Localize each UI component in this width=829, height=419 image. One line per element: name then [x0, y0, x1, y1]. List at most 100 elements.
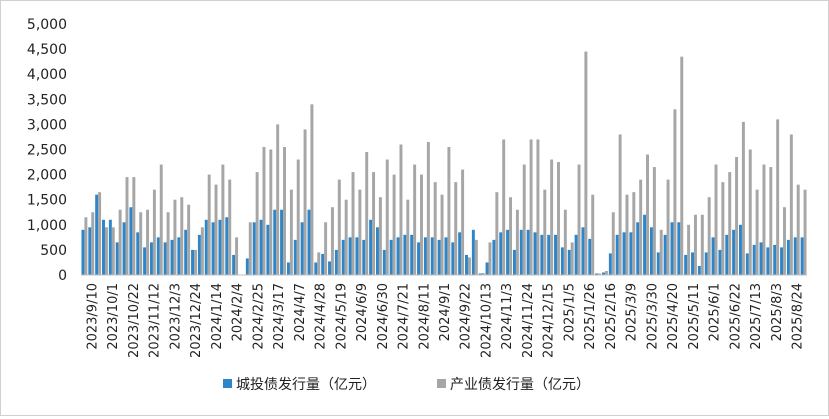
- bar-chanye: [324, 222, 328, 275]
- y-tick-label: 3,500: [27, 92, 67, 108]
- bar-chengtou: [341, 239, 345, 275]
- bar-chengtou: [293, 239, 297, 275]
- bar-chengtou: [458, 232, 462, 275]
- y-tick-label: 1,500: [27, 193, 67, 209]
- x-tick-label: 2025/6/22: [728, 283, 743, 350]
- x-tick-label: 2024/7/21: [397, 283, 412, 350]
- bar-chanye: [111, 227, 115, 275]
- bar-chanye: [604, 270, 608, 275]
- bar-chanye: [194, 249, 197, 275]
- bar-chengtou: [280, 209, 284, 275]
- x-tick-label: 2025/6/1: [708, 283, 723, 341]
- bar-chengtou: [197, 234, 201, 275]
- bar-chanye: [228, 179, 232, 275]
- bar-chengtou: [355, 237, 359, 275]
- bar-chengtou: [417, 242, 421, 275]
- bar-chanye: [91, 212, 95, 275]
- x-tick-label: 2025/5/11: [687, 283, 702, 350]
- bar-chanye: [693, 214, 697, 275]
- bar-chengtou: [554, 234, 558, 275]
- bar-chengtou: [122, 222, 126, 275]
- bar-chanye: [584, 51, 588, 275]
- bar-chanye: [721, 182, 725, 275]
- bar-chanye: [104, 227, 108, 275]
- bar-chanye: [317, 252, 321, 275]
- bar-chanye: [509, 197, 513, 275]
- bar-chanye: [248, 222, 252, 275]
- bar-chanye: [262, 146, 266, 275]
- bars: [81, 51, 807, 276]
- bar-chanye: [207, 174, 211, 275]
- bar-chengtou: [410, 234, 414, 275]
- x-tick-label: 2023/10/22: [127, 283, 142, 358]
- bar-chengtou: [711, 237, 715, 275]
- bar-chanye: [214, 184, 218, 275]
- bar-chanye: [687, 224, 691, 275]
- bar-chanye: [235, 237, 239, 275]
- bar-chengtou: [143, 247, 147, 275]
- bar-chengtou: [677, 222, 681, 275]
- x-axis-labels: 2023/9/10 2023/10/1 2023/10/22 2023/11/12 20…: [85, 283, 805, 358]
- bar-chanye: [666, 179, 670, 275]
- x-tick-label: 2024/6/9: [355, 283, 370, 341]
- bar-chengtou: [321, 253, 325, 275]
- bar-chanye: [803, 189, 807, 275]
- bar-chanye: [420, 174, 423, 275]
- bar-chengtou: [88, 227, 92, 275]
- bar-chengtou: [588, 238, 592, 275]
- bar-chanye: [146, 209, 150, 275]
- x-tick-label: 2024/11/24: [521, 283, 536, 358]
- bar-chanye: [755, 189, 759, 275]
- bar-chengtou: [595, 273, 599, 275]
- bar-chengtou: [348, 237, 352, 275]
- bar-chengtou: [95, 194, 99, 275]
- x-tick-label: 2024/4/28: [314, 283, 329, 350]
- bar-chengtou: [369, 219, 373, 275]
- y-tick-label: 4,000: [27, 67, 67, 83]
- bar-chengtou: [800, 237, 804, 275]
- bar-chanye: [98, 192, 102, 275]
- bar-chanye: [515, 209, 519, 275]
- bar-chengtou: [184, 229, 188, 275]
- bar-chengtou: [259, 219, 263, 275]
- bar-chengtou: [602, 272, 605, 275]
- bar-chanye: [406, 199, 410, 275]
- bar-chanye: [166, 212, 170, 275]
- bar-chengtou: [471, 229, 475, 275]
- y-tick-label: 2,000: [27, 168, 67, 184]
- y-tick-label: 4,500: [27, 42, 67, 58]
- bar-chanye: [714, 164, 718, 275]
- bar-chengtou: [362, 239, 366, 275]
- bar-chanye: [180, 197, 184, 275]
- bar-chengtou: [314, 262, 318, 275]
- x-tick-label: 2025/3/30: [645, 283, 660, 350]
- bar-chengtou: [793, 237, 797, 275]
- legend-label-chanye: 产业债发行量（亿元）: [450, 377, 590, 393]
- bar-chengtou: [684, 254, 688, 275]
- y-tick-label: 1,000: [27, 218, 67, 234]
- bar-chanye: [639, 179, 643, 275]
- bar-chanye: [132, 177, 136, 275]
- x-tick-label: 2025/1/5: [563, 283, 578, 341]
- bar-chengtou: [526, 229, 530, 275]
- y-tick-label: 500: [40, 243, 67, 259]
- bar-chengtou: [444, 237, 448, 275]
- x-tick-label: 2024/11/3: [500, 283, 515, 350]
- x-tick-label: 2025/2/16: [604, 283, 619, 350]
- x-tick-label: 2024/8/11: [417, 283, 432, 350]
- bar-chengtou: [232, 254, 236, 275]
- bar-chengtou: [129, 207, 133, 275]
- bar-chengtou: [499, 232, 503, 275]
- bar-chanye: [598, 273, 602, 275]
- bar-chengtou: [540, 234, 544, 275]
- bar-chanye: [618, 134, 622, 275]
- bar-chengtou: [567, 249, 571, 275]
- bar-chengtou: [211, 222, 215, 275]
- bar-chengtou: [423, 237, 427, 275]
- bar-chanye: [591, 194, 595, 275]
- y-tick-label: 2,500: [27, 143, 67, 159]
- bar-chengtou: [512, 249, 516, 275]
- bar-chengtou: [389, 239, 393, 275]
- bar-chanye: [440, 194, 444, 275]
- x-tick-label: 2024/9/1: [438, 283, 453, 341]
